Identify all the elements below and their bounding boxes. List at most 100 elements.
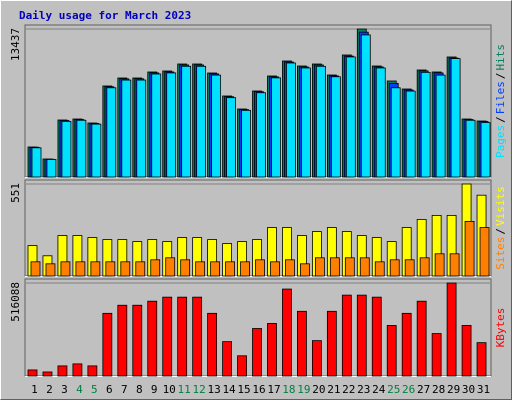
legend-entry: Sites (494, 237, 507, 270)
bar (301, 67, 311, 178)
bar (375, 67, 386, 178)
bar (360, 34, 371, 178)
bar (480, 122, 491, 178)
bar (359, 257, 370, 277)
legend-entry: Files (494, 81, 507, 114)
bar (57, 365, 68, 377)
x-tick-label: 20 (312, 383, 325, 396)
x-tick-label: 13 (207, 383, 220, 396)
x-tick-label: 25 (387, 383, 400, 396)
bar (476, 342, 487, 377)
x-tick-label: 7 (121, 383, 128, 396)
bar (435, 74, 446, 178)
bar (282, 288, 292, 377)
bar (150, 259, 161, 277)
bar (297, 310, 307, 377)
bar (341, 294, 352, 377)
bar (311, 340, 322, 377)
bar (210, 261, 221, 277)
bar (390, 87, 401, 178)
x-tick-label: 2 (46, 383, 53, 396)
bar (344, 257, 355, 277)
bar (330, 76, 341, 178)
bar (434, 253, 445, 277)
bar (151, 73, 162, 178)
bar (285, 259, 295, 277)
bar (226, 97, 236, 178)
x-tick-label: 3 (61, 383, 68, 396)
x-tick-label: 15 (237, 383, 250, 396)
bar (87, 365, 98, 377)
bar (300, 263, 310, 277)
x-tick-label: 17 (267, 383, 280, 396)
bar (371, 296, 382, 377)
x-tick-label: 30 (462, 383, 475, 396)
bar (315, 65, 326, 178)
x-tick-label: 26 (402, 383, 415, 396)
legend-entry: Pages (494, 125, 507, 158)
legend: Sites / Visits (494, 186, 507, 270)
y-tick-label: 551 (9, 183, 22, 203)
bar (135, 261, 146, 277)
bar (416, 300, 427, 377)
bar (162, 296, 173, 377)
bar (222, 341, 232, 377)
x-tick-label: 11 (178, 383, 191, 396)
bar (117, 304, 128, 377)
bar (120, 261, 131, 277)
bar (72, 363, 83, 377)
bar (76, 119, 87, 178)
bar (389, 259, 400, 277)
x-tick-label: 10 (163, 383, 176, 396)
bar (465, 119, 476, 178)
bar (225, 261, 235, 277)
legend-separator: / (494, 116, 507, 123)
bar (401, 312, 412, 377)
bar (237, 355, 247, 377)
bar (177, 296, 188, 377)
x-tick-label: 29 (447, 383, 460, 396)
x-tick-label: 16 (252, 383, 265, 396)
legend-entry: KBytes (494, 308, 507, 348)
legend-separator: / (494, 73, 507, 80)
bar (479, 227, 490, 277)
bar (374, 261, 385, 277)
bar (45, 263, 56, 277)
bar (386, 325, 397, 377)
x-tick-label: 24 (372, 383, 386, 396)
bar (326, 310, 337, 377)
bar (252, 328, 262, 377)
bar (314, 257, 325, 277)
legend-entry: Visits (494, 186, 507, 226)
bar (136, 79, 147, 178)
bar (329, 257, 340, 277)
y-tick-label: 516088 (9, 282, 22, 322)
bar (446, 282, 457, 377)
x-tick-label: 9 (151, 383, 158, 396)
legend: KBytes (494, 308, 507, 348)
x-tick-label: 1 (31, 383, 38, 396)
bar (46, 159, 57, 178)
bar (42, 371, 53, 377)
x-tick-label: 18 (282, 383, 295, 396)
bar (207, 312, 218, 377)
y-tick-label: 13437 (9, 28, 22, 61)
bar (420, 71, 431, 178)
x-tick-label: 19 (297, 383, 310, 396)
bar (431, 333, 442, 377)
bar (192, 296, 203, 377)
bar (195, 261, 206, 277)
x-tick-label: 12 (193, 383, 206, 396)
x-tick-label: 5 (91, 383, 98, 396)
bar (241, 109, 251, 178)
bar (102, 312, 113, 377)
x-tick-label: 4 (76, 383, 83, 396)
bar (405, 90, 416, 178)
x-tick-label: 28 (432, 383, 445, 396)
bar (106, 87, 117, 178)
bar (196, 65, 207, 178)
bar (286, 62, 296, 178)
legend: Pages/Files/Hits (494, 44, 507, 158)
